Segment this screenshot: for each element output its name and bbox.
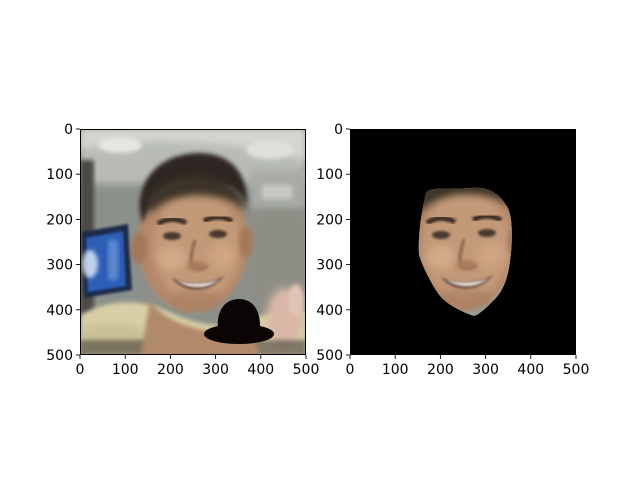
segmented-face-panel-y-tick-label: 200 xyxy=(316,212,343,228)
segmented-face-panel-x-tick-label: 500 xyxy=(563,362,590,378)
segmented-face-panel-y-tick-label: 0 xyxy=(334,122,343,138)
segmented-face-panel xyxy=(350,129,576,355)
bowler-hat xyxy=(204,299,274,344)
photo-panel-y-tick-label: 500 xyxy=(46,348,73,364)
segmented-face-panel-x-tick-label: 200 xyxy=(427,362,454,378)
photo-panel-y-tick-label: 0 xyxy=(64,122,73,138)
photo-panel-x-tick-label: 0 xyxy=(76,362,85,378)
segmented-face-panel-y-tick-label: 100 xyxy=(316,167,343,183)
photo-panel-y-tick-label: 100 xyxy=(46,167,73,183)
photo-panel-y-tick-label: 200 xyxy=(46,212,73,228)
segmented-face-panel-y-tick-label: 400 xyxy=(316,303,343,319)
photo-panel-x-tick-label: 100 xyxy=(112,362,139,378)
photo-panel-y-tick-label: 300 xyxy=(46,258,73,274)
photo-panel-x-tick-label: 500 xyxy=(293,362,320,378)
segmented-face-panel-x-tick-label: 400 xyxy=(517,362,544,378)
segmented-face-panel-x-tick-label: 100 xyxy=(382,362,409,378)
monitor xyxy=(82,224,132,298)
photo-panel-x-tick-label: 400 xyxy=(247,362,274,378)
segmented-face-panel-x-tick-label: 0 xyxy=(346,362,355,378)
segmented-face-panel-y-tick-label: 300 xyxy=(316,258,343,274)
photo-panel-y-tick-label: 400 xyxy=(46,303,73,319)
photo-panel xyxy=(80,129,306,355)
photo-panel-x-tick-label: 200 xyxy=(157,362,184,378)
segmented-face-panel-x-tick-label: 300 xyxy=(472,362,499,378)
segmented-face-panel-y-tick-label: 500 xyxy=(316,348,343,364)
photo-panel-x-tick-label: 300 xyxy=(202,362,229,378)
